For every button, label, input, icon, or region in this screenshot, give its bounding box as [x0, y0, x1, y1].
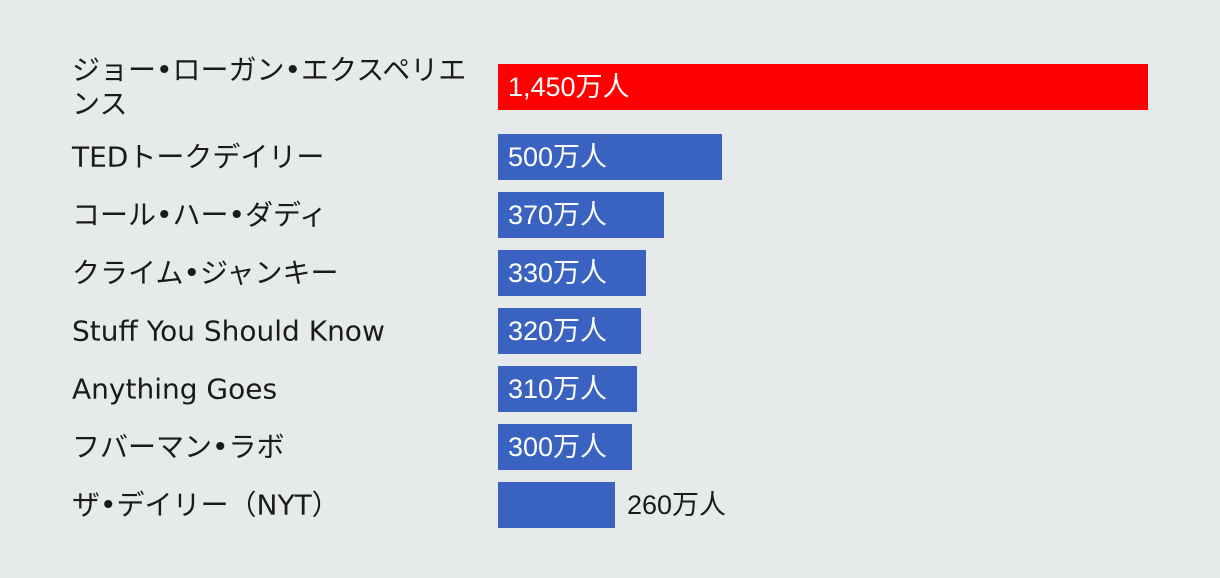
value-label-4: 320万人	[508, 316, 607, 346]
value-label-0: 1,450万人	[508, 72, 630, 102]
category-label-2: コール•ハー•ダディ	[72, 199, 327, 232]
bar-1	[498, 134, 722, 180]
bar-5	[498, 366, 637, 412]
category-label-6: フバーマン•ラボ	[72, 431, 285, 464]
category-label-5: Anything Goes	[72, 373, 277, 406]
bar-4	[498, 308, 641, 354]
category-label-7: ザ•デイリー（NYT）	[72, 489, 340, 522]
category-label-0: ジョー•ローガン•エクスペリエンス	[72, 54, 466, 121]
bar-7	[498, 482, 615, 528]
value-label-1: 500万人	[508, 142, 607, 172]
bar-0	[498, 64, 1148, 110]
category-label-1: TEDトークデイリー	[71, 141, 324, 174]
bar-2	[498, 192, 664, 238]
value-label-3: 330万人	[508, 258, 607, 288]
value-label-7: 260万人	[627, 490, 726, 520]
value-label-6: 300万人	[508, 432, 607, 462]
bar-3	[498, 250, 646, 296]
value-label-5: 310万人	[508, 374, 607, 404]
category-label-4: Stuff You Should Know	[72, 315, 385, 348]
bar-6	[498, 424, 632, 470]
value-label-2: 370万人	[508, 200, 607, 230]
category-label-3: クライム•ジャンキー	[72, 257, 339, 290]
